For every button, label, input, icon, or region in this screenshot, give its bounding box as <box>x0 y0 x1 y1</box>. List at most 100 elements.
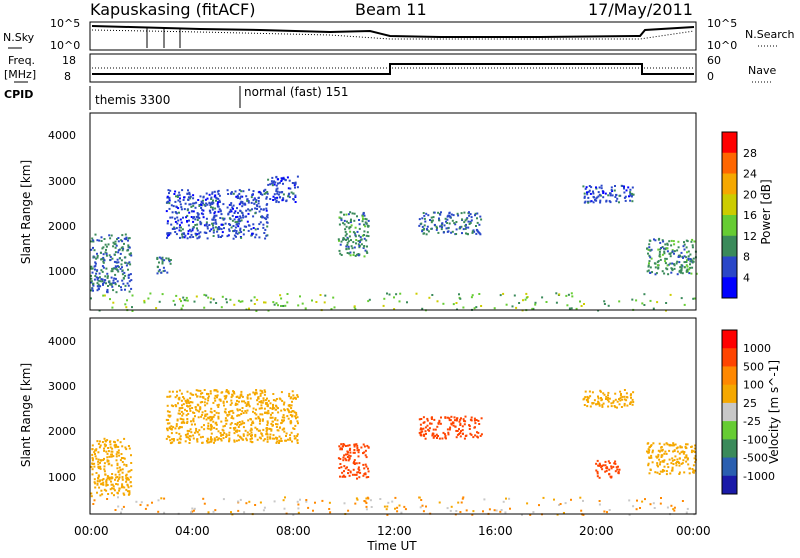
echo-point <box>174 396 177 399</box>
echo-point <box>693 447 696 450</box>
velocity-colorbar-tick: 25 <box>743 397 757 410</box>
echo-point <box>265 402 268 404</box>
echo-point <box>225 389 228 391</box>
echo-point <box>241 395 244 398</box>
echo-point <box>356 449 359 452</box>
echo-point <box>111 270 114 273</box>
echo-point <box>118 248 121 251</box>
echo-point <box>250 431 253 434</box>
echo-point <box>582 398 585 401</box>
echo-point <box>162 266 165 269</box>
echo-point <box>166 427 168 430</box>
echo-point <box>237 197 239 199</box>
echo-point <box>418 218 421 221</box>
echo-point <box>352 231 355 234</box>
echo-point <box>189 409 192 412</box>
echo-point <box>271 176 274 179</box>
echo-point <box>270 413 272 416</box>
echo-point <box>476 229 479 232</box>
echo-point <box>623 191 626 194</box>
echo-point <box>224 222 227 225</box>
echo-point <box>207 422 210 425</box>
echo-point <box>584 396 587 399</box>
echo-point <box>111 285 114 288</box>
echo-point <box>658 237 661 240</box>
echo-point <box>206 237 209 240</box>
echo-point <box>96 482 99 485</box>
echo-point <box>90 274 92 277</box>
echo-point <box>356 471 359 474</box>
echo-point <box>203 424 205 427</box>
echo-point <box>217 193 220 195</box>
echo-point <box>129 476 132 479</box>
echo-point <box>271 408 274 410</box>
echo-point <box>275 190 278 193</box>
echo-point <box>255 310 258 312</box>
echo-point <box>359 239 362 242</box>
echo-point <box>161 256 164 259</box>
echo-point <box>97 477 100 480</box>
echo-point <box>659 241 662 244</box>
echo-point <box>94 453 96 455</box>
echo-point <box>296 442 299 444</box>
echo-point <box>647 464 650 467</box>
echo-point <box>167 200 170 203</box>
echo-point <box>658 458 661 461</box>
echo-point <box>260 432 263 435</box>
echo-point <box>658 253 661 256</box>
echo-point <box>607 391 610 394</box>
echo-point <box>592 190 594 193</box>
echo-point <box>91 237 94 240</box>
echo-point <box>630 396 632 399</box>
echo-point <box>670 267 673 270</box>
echo-point <box>120 457 123 459</box>
echo-point <box>275 184 278 187</box>
echo-point <box>230 226 233 229</box>
echo-point <box>195 201 198 204</box>
echo-point <box>339 463 342 465</box>
echo-point <box>474 214 476 217</box>
echo-point <box>529 513 532 516</box>
echo-point <box>97 474 100 477</box>
echo-point <box>190 205 193 208</box>
echo-point <box>589 405 592 408</box>
echo-point <box>448 214 451 217</box>
echo-point <box>252 199 255 202</box>
echo-point <box>192 411 194 414</box>
echo-point <box>188 191 191 194</box>
cpid-row: CPID themis 3300 normal (fast) 151 <box>4 85 348 110</box>
echo-point <box>692 297 695 300</box>
echo-point <box>276 419 279 422</box>
echo-point <box>99 444 102 447</box>
echo-point <box>129 481 132 484</box>
echo-point <box>470 296 473 299</box>
echo-point <box>623 404 626 407</box>
echo-point <box>671 444 674 447</box>
xtick: 00:00 <box>74 524 109 538</box>
echo-point <box>251 208 253 211</box>
echo-point <box>678 473 681 475</box>
echo-point <box>98 239 101 242</box>
echo-point <box>186 398 189 401</box>
echo-point <box>674 455 677 458</box>
echo-point <box>283 178 286 181</box>
echo-point <box>167 232 170 235</box>
echo-point <box>471 294 474 297</box>
echo-point <box>105 252 108 255</box>
echo-point <box>479 215 482 218</box>
echo-point <box>499 294 502 297</box>
echo-point <box>293 411 296 414</box>
echo-point <box>399 292 402 295</box>
echo-point <box>192 226 195 228</box>
echo-point <box>214 219 217 221</box>
echo-point <box>534 301 537 304</box>
echo-point <box>191 229 194 232</box>
echo-point <box>364 454 367 457</box>
echo-point <box>194 224 197 226</box>
echo-point <box>228 434 231 437</box>
echo-point <box>665 473 668 476</box>
echo-point <box>98 446 101 449</box>
echo-point <box>229 224 232 226</box>
echo-point <box>188 442 191 444</box>
echo-point <box>274 197 277 199</box>
